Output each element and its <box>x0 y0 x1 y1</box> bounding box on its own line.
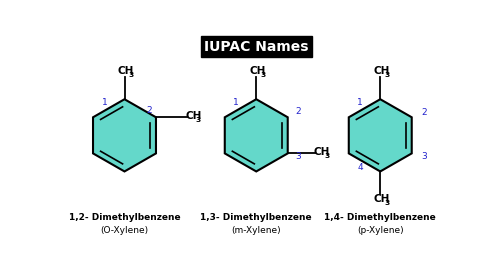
Text: 3: 3 <box>384 73 390 79</box>
Text: (O-Xylene): (O-Xylene) <box>100 226 148 235</box>
Text: 1: 1 <box>358 98 363 107</box>
Text: 1,4- Dimethylbenzene: 1,4- Dimethylbenzene <box>324 213 436 222</box>
Text: CH: CH <box>374 194 390 204</box>
Text: CH: CH <box>185 111 202 121</box>
Polygon shape <box>93 99 156 172</box>
Text: 1: 1 <box>102 98 107 107</box>
Text: 3: 3 <box>384 200 390 206</box>
Text: 2: 2 <box>296 107 302 116</box>
Text: IUPAC Names: IUPAC Names <box>204 40 308 54</box>
Text: 3: 3 <box>128 73 134 79</box>
Text: (p-Xylene): (p-Xylene) <box>357 226 404 235</box>
Text: 1,2- Dimethylbenzene: 1,2- Dimethylbenzene <box>68 213 180 222</box>
Text: 3: 3 <box>422 152 428 161</box>
Text: (m-Xylene): (m-Xylene) <box>232 226 281 235</box>
Text: 4: 4 <box>358 163 363 172</box>
Text: 3: 3 <box>260 73 266 79</box>
Text: 3: 3 <box>196 117 201 123</box>
Text: CH: CH <box>250 66 266 76</box>
Text: CH: CH <box>314 147 330 157</box>
Polygon shape <box>349 99 412 172</box>
Text: 3: 3 <box>296 152 302 161</box>
Text: 2: 2 <box>422 109 428 117</box>
Text: 1,3- Dimethylbenzene: 1,3- Dimethylbenzene <box>200 213 312 222</box>
Text: 2: 2 <box>146 106 152 114</box>
Text: CH: CH <box>374 66 390 76</box>
Text: 3: 3 <box>324 153 330 159</box>
Text: CH: CH <box>118 66 134 76</box>
Text: 1: 1 <box>234 98 239 107</box>
Polygon shape <box>225 99 288 172</box>
